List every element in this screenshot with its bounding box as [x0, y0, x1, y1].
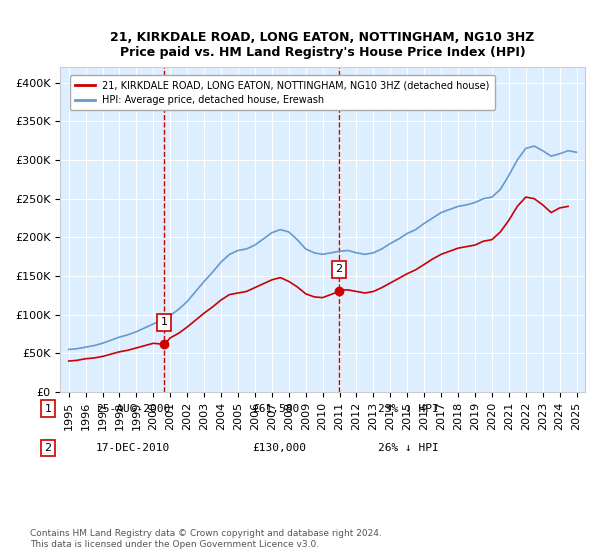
- Text: 23% ↓ HPI: 23% ↓ HPI: [378, 404, 439, 414]
- Text: 2: 2: [335, 264, 343, 274]
- Legend: 21, KIRKDALE ROAD, LONG EATON, NOTTINGHAM, NG10 3HZ (detached house), HPI: Avera: 21, KIRKDALE ROAD, LONG EATON, NOTTINGHA…: [70, 75, 494, 110]
- Text: 2: 2: [44, 443, 52, 453]
- Text: 1: 1: [44, 404, 52, 414]
- Text: £61,580: £61,580: [252, 404, 299, 414]
- Text: 1: 1: [161, 318, 168, 328]
- Text: 25-AUG-2000: 25-AUG-2000: [96, 404, 170, 414]
- Text: 26% ↓ HPI: 26% ↓ HPI: [378, 443, 439, 453]
- Text: Contains HM Land Registry data © Crown copyright and database right 2024.
This d: Contains HM Land Registry data © Crown c…: [30, 529, 382, 549]
- Title: 21, KIRKDALE ROAD, LONG EATON, NOTTINGHAM, NG10 3HZ
Price paid vs. HM Land Regis: 21, KIRKDALE ROAD, LONG EATON, NOTTINGHA…: [110, 31, 535, 59]
- Text: £130,000: £130,000: [252, 443, 306, 453]
- Text: 17-DEC-2010: 17-DEC-2010: [96, 443, 170, 453]
